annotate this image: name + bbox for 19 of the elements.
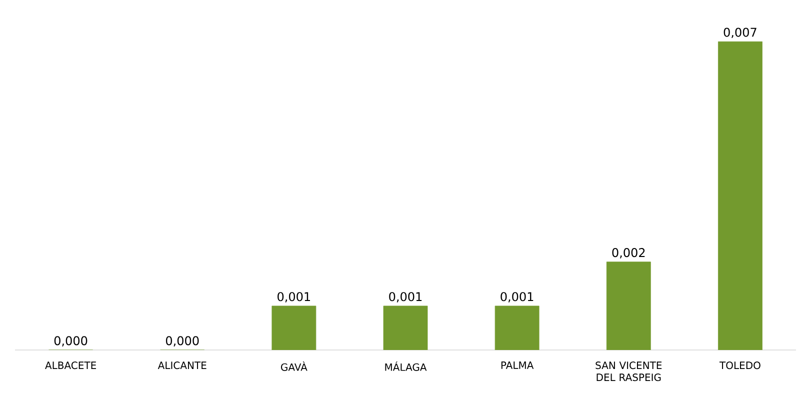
bar	[606, 262, 651, 350]
x-tick-label: PALMA	[501, 362, 534, 369]
data-label: 0,001	[389, 292, 422, 302]
bar	[494, 306, 540, 350]
data-label: 0,000	[166, 336, 199, 346]
x-tick-label: GAVÀ	[281, 362, 308, 371]
x-tick-label: ALBACETE	[45, 362, 96, 370]
data-label: 0,002	[612, 248, 645, 258]
x-tick-label: ALICANTE	[158, 362, 206, 370]
bar	[718, 41, 762, 350]
data-label: 0,000	[54, 336, 88, 346]
data-label: 0,001	[278, 292, 310, 302]
data-label: 0,001	[500, 292, 534, 302]
x-tick-label: MÁLAGA	[385, 362, 427, 371]
x-tick-label: TOLEDO	[719, 362, 760, 370]
x-tick-label: SAN VICENTE DEL RASPEIG	[596, 362, 662, 382]
data-label: 0,007	[724, 28, 756, 38]
bar	[383, 306, 428, 350]
bar	[272, 306, 316, 350]
